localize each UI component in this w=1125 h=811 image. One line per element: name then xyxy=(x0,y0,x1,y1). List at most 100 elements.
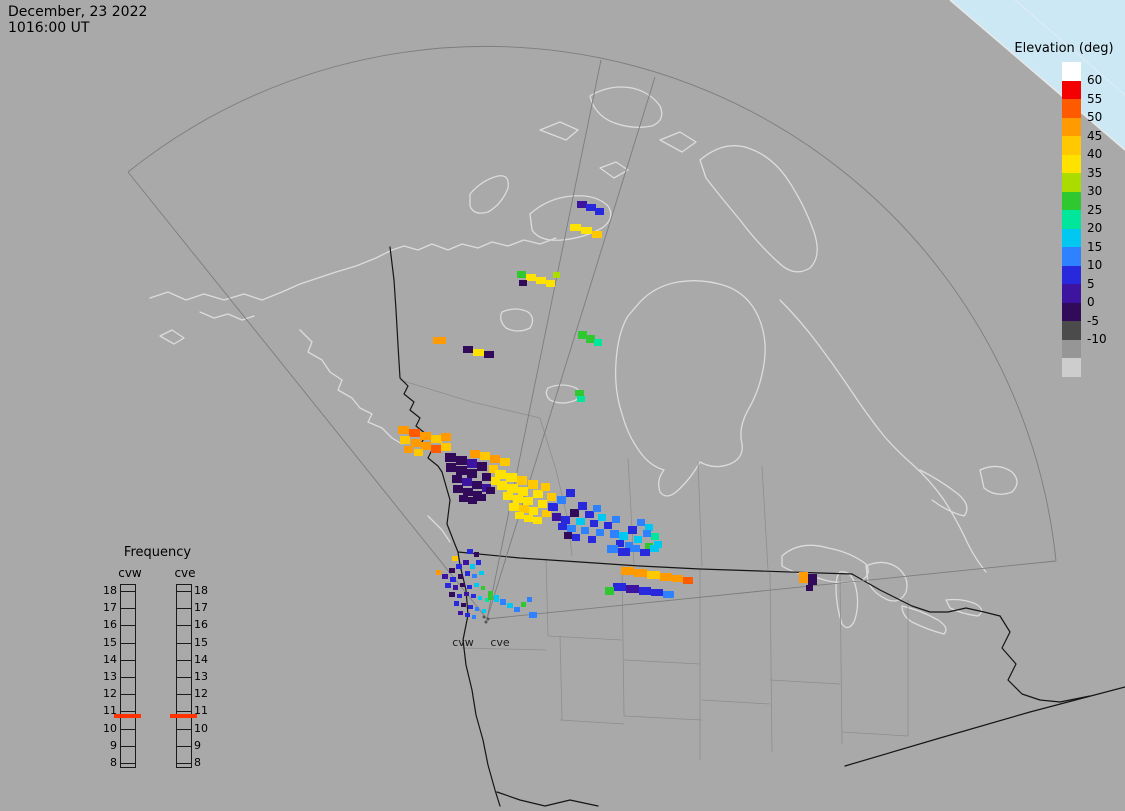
radar-data-cell xyxy=(519,505,529,513)
frequency-tick xyxy=(121,694,135,696)
radar-data-cell xyxy=(533,517,542,524)
radar-data-cell xyxy=(404,446,413,453)
radar-data-cell xyxy=(420,432,431,440)
frequency-tick-label: 8 xyxy=(110,756,117,769)
radar-data-cell xyxy=(479,571,484,575)
radar-data-cell xyxy=(442,574,448,579)
elevation-legend-label: 45 xyxy=(1087,128,1103,143)
radar-data-cell xyxy=(799,572,808,583)
radar-data-cell xyxy=(575,390,584,396)
radar-site: cvw cve xyxy=(452,615,510,649)
radar-data-cell xyxy=(436,570,441,575)
radar-data-cell xyxy=(626,585,639,593)
date-text: December, 23 2022 xyxy=(8,4,148,20)
radar-data-cell xyxy=(577,396,585,402)
radar-data-cell xyxy=(400,436,410,444)
radar-data-cell xyxy=(519,280,527,286)
banks-island xyxy=(469,175,509,214)
radar-data-cell xyxy=(474,552,479,557)
fov-edge-east xyxy=(486,560,1057,620)
radar-data-cell xyxy=(482,609,486,613)
radar-data-cell xyxy=(647,571,660,579)
frequency-tick-label: 17 xyxy=(194,601,208,615)
radar-data-cell xyxy=(477,462,487,471)
radar-data-cell xyxy=(586,204,596,211)
radar-data-cell xyxy=(634,569,647,577)
arctic-coast-west xyxy=(149,249,393,301)
radar-data-cells xyxy=(398,201,817,619)
radar-data-cell xyxy=(654,541,662,548)
elevation-color-swatch xyxy=(1062,321,1081,340)
radar-data-cell xyxy=(472,481,482,489)
labrador-coast xyxy=(779,299,987,573)
frequency-tick-label: 15 xyxy=(103,635,117,649)
radar-data-cell xyxy=(473,349,484,356)
border-mb-on xyxy=(761,465,769,571)
radar-data-cell xyxy=(590,520,598,527)
us-southeast-coast xyxy=(844,686,1125,767)
radar-data-cell xyxy=(445,583,451,588)
radar-data-cell xyxy=(566,489,575,497)
radar-data-cell xyxy=(463,488,473,496)
state-borders xyxy=(399,379,909,760)
radar-data-cell xyxy=(464,592,469,596)
timestamp: December, 23 2022 1016:00 UT xyxy=(8,4,147,36)
elevation-legend-label: 50 xyxy=(1087,110,1103,124)
radar-data-cell xyxy=(472,615,476,619)
radar-data-cell xyxy=(808,574,817,585)
radar-data-cell xyxy=(592,231,602,238)
radar-data-cell xyxy=(411,439,421,447)
radar-data-cell xyxy=(456,456,467,465)
radar-data-cell xyxy=(452,475,462,483)
pacific-coast-bc xyxy=(299,329,403,445)
frequency-tick-label: 13 xyxy=(103,670,117,683)
radar-data-cell xyxy=(552,513,561,521)
elevation-color-swatch xyxy=(1062,173,1081,192)
frequency-tick xyxy=(177,625,191,627)
elevation-color-swatch xyxy=(1062,358,1081,377)
radar-data-cell xyxy=(514,607,520,612)
radar-data-cell xyxy=(663,591,674,598)
elevation-legend-label: 15 xyxy=(1087,239,1103,254)
radar-data-cell xyxy=(572,534,580,541)
radar-data-cell xyxy=(476,560,481,565)
radar-data-cell xyxy=(618,548,630,556)
frequency-tick-label: 18 xyxy=(194,584,208,597)
radar-data-cell xyxy=(484,351,494,358)
radar-data-cell xyxy=(474,583,479,587)
radar-data-cell xyxy=(491,477,500,485)
radar-data-cell xyxy=(593,505,601,512)
frequency-tick-label: 18 xyxy=(103,584,117,597)
lake-superior xyxy=(781,544,869,584)
frequency-tick xyxy=(177,763,191,764)
elevation-color-swatch xyxy=(1062,339,1081,358)
radar-data-cell xyxy=(470,450,480,458)
elevation-legend-label: 25 xyxy=(1087,202,1103,217)
radar-data-cell xyxy=(595,208,604,215)
frequency-tick xyxy=(121,711,135,713)
radar-data-cell xyxy=(482,473,491,481)
radar-data-cell xyxy=(557,496,566,504)
radar-data-cell xyxy=(538,500,547,508)
elevation-color-swatch xyxy=(1062,62,1081,81)
radar-data-cell xyxy=(398,426,409,434)
radar-data-cell xyxy=(471,594,476,598)
frequency-tick xyxy=(177,728,191,730)
radar-data-cell xyxy=(495,470,506,479)
radar-data-cell xyxy=(450,577,456,582)
radar-data-cell xyxy=(612,516,620,523)
radar-data-cell xyxy=(431,435,442,443)
elevation-legend-label: 35 xyxy=(1087,165,1103,180)
radar-data-cell xyxy=(594,339,602,346)
radar-data-cell xyxy=(650,545,659,552)
elevation-legend-label: 40 xyxy=(1087,147,1103,161)
radar-data-cell xyxy=(553,272,560,278)
radar-data-cell xyxy=(497,481,507,490)
radar-data-cell xyxy=(639,587,651,595)
radar-data-cell xyxy=(527,597,532,602)
frequency-tick-label: 13 xyxy=(194,670,208,683)
border-sk-mb xyxy=(697,461,703,568)
radar-data-cell xyxy=(468,497,477,504)
border-through-lakes xyxy=(851,573,1001,617)
radar-data-cell xyxy=(634,536,642,543)
